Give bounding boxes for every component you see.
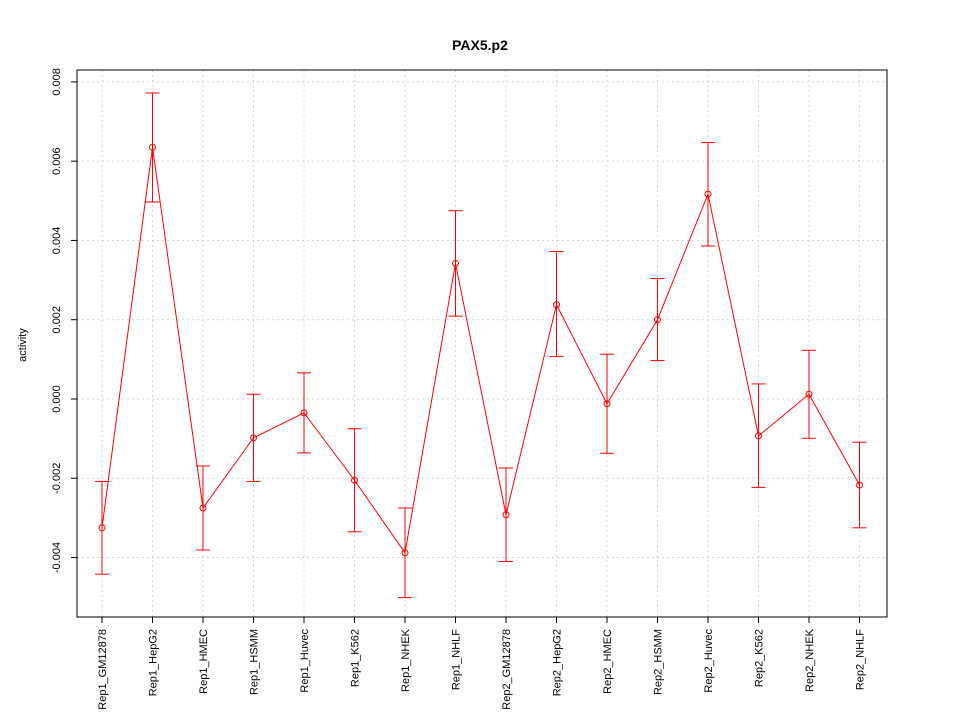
x-tick-label: Rep2_Huvec bbox=[703, 629, 715, 693]
y-tick-label: 0.004 bbox=[51, 227, 63, 255]
grid-layer bbox=[77, 70, 887, 617]
x-tick-label: Rep1_NHEK bbox=[400, 628, 412, 692]
data-point bbox=[856, 481, 863, 489]
x-tick-label: Rep1_HSMM bbox=[249, 629, 261, 695]
data-point bbox=[603, 400, 611, 408]
x-tick-label: Rep1_K562 bbox=[350, 629, 362, 687]
y-tick-label: 0.000 bbox=[51, 385, 63, 413]
x-axis: Rep1_GM12878 Rep1_HepG2 Rep1_HMEC Rep1_HSMM… bbox=[97, 617, 867, 710]
data-point bbox=[351, 476, 358, 484]
data-point bbox=[704, 190, 712, 198]
x-tick-label: Rep2_GM12878 bbox=[501, 629, 513, 710]
x-tick-label: Rep1_GM12878 bbox=[97, 629, 109, 710]
chart-title: PAX5.p2 bbox=[452, 37, 508, 53]
y-axis-label: activity bbox=[17, 328, 29, 362]
data-point bbox=[250, 434, 257, 442]
y-axis: -0.004 -0.002 0.000 0.002 0.004 0.006 0.008 bbox=[51, 68, 77, 573]
data-point bbox=[98, 524, 106, 532]
y-tick-label: 0.006 bbox=[51, 147, 63, 175]
x-tick-label: Rep2_NHLF bbox=[855, 629, 867, 690]
x-tick-label: Rep2_NHEK bbox=[804, 628, 816, 692]
data-point bbox=[654, 316, 661, 324]
x-tick-label: Rep2_HepG2 bbox=[552, 629, 564, 696]
data-point bbox=[755, 432, 762, 440]
x-tick-label: Rep1_Huvec bbox=[299, 629, 311, 693]
x-tick-label: Rep2_K562 bbox=[754, 629, 766, 687]
y-tick-label: -0.004 bbox=[51, 542, 63, 573]
data-point bbox=[199, 504, 207, 512]
x-tick-label: Rep1_HepG2 bbox=[148, 629, 160, 696]
y-tick-label: -0.002 bbox=[51, 463, 63, 494]
data-point bbox=[401, 549, 409, 557]
x-tick-label: Rep1_HMEC bbox=[198, 629, 210, 694]
series-line bbox=[101, 147, 860, 555]
plot-frame bbox=[76, 69, 888, 618]
x-tick-label: Rep2_HMEC bbox=[602, 629, 614, 694]
data-point bbox=[805, 390, 813, 398]
data-point bbox=[149, 143, 156, 151]
data-point bbox=[502, 511, 510, 519]
y-tick-label: 0.002 bbox=[51, 306, 63, 334]
data-point bbox=[553, 301, 560, 309]
x-tick-label: Rep1_NHLF bbox=[451, 629, 463, 690]
series-layer bbox=[95, 92, 867, 599]
x-tick-label: Rep2_HSMM bbox=[653, 629, 665, 695]
data-point bbox=[452, 259, 459, 267]
y-tick-label: 0.008 bbox=[51, 68, 63, 96]
data-point bbox=[300, 409, 308, 417]
